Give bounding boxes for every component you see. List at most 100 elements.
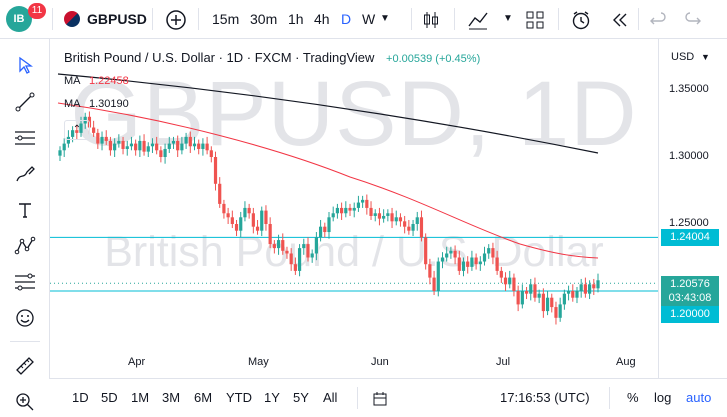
candle-type-icon[interactable] (422, 0, 440, 38)
layout-grid-icon[interactable] (525, 0, 545, 38)
chevron-down-icon[interactable]: ▼ (701, 52, 710, 62)
ruler-icon[interactable] (12, 353, 38, 379)
indicators-icon[interactable] (467, 0, 489, 38)
candle-body (230, 217, 234, 224)
candle-body (432, 277, 436, 291)
range-1d[interactable]: 1D (72, 390, 89, 405)
toolbar-divider (411, 8, 412, 30)
candle-body (272, 244, 276, 249)
percent-toggle[interactable]: % (627, 390, 639, 405)
auto-toggle[interactable]: auto (686, 390, 712, 405)
candle-body (289, 253, 293, 265)
candle-body (415, 217, 419, 224)
candle-body (314, 237, 318, 254)
candle-body (499, 270, 503, 278)
candle-body (495, 257, 499, 271)
undo-icon[interactable] (649, 0, 667, 38)
redo-icon[interactable] (684, 0, 702, 38)
candle-body (100, 136, 104, 144)
candle-body (419, 217, 424, 238)
horizontal-lines-icon[interactable] (12, 125, 38, 151)
candle-body (243, 207, 247, 218)
emoji-icon[interactable] (12, 305, 38, 331)
pattern-icon[interactable] (12, 233, 38, 259)
ma-legend-fast[interactable]: MA 1.22458 (64, 75, 129, 87)
interval-15m[interactable]: 15m (212, 11, 240, 27)
candle-body (121, 140, 125, 149)
candle-body (260, 210, 264, 231)
price-chart[interactable] (50, 39, 658, 378)
alert-clock-icon[interactable] (570, 0, 592, 38)
candle-body (205, 143, 209, 151)
candle-body (146, 146, 150, 152)
candle-body (466, 261, 470, 267)
range-ytd[interactable]: YTD (226, 390, 252, 405)
candle-body (163, 148, 167, 157)
candle-body (537, 293, 541, 298)
candle-body (71, 130, 75, 137)
ma-label: MA (64, 98, 80, 110)
ma-legend-slow[interactable]: MA 1.30190 (64, 98, 129, 110)
fib-icon[interactable] (12, 269, 38, 295)
moving-averages[interactable] (57, 73, 599, 259)
range-all[interactable]: All (323, 390, 338, 405)
brush-icon[interactable] (12, 161, 38, 187)
utc-clock[interactable]: 17:16:53 (UTC) (500, 390, 590, 405)
candle-body (440, 257, 445, 262)
range-3m[interactable]: 3M (162, 390, 181, 405)
chevron-down-icon[interactable]: ▼ (380, 13, 390, 24)
horizontal-lines[interactable] (50, 236, 658, 292)
candle-body (407, 226, 411, 231)
legend-title: British Pound / U.S. Dollar · 1D · FXCM … (64, 50, 375, 65)
range-5y[interactable]: 5Y (293, 390, 309, 405)
time-label: Jun (371, 356, 389, 368)
replay-icon[interactable] (610, 0, 630, 38)
range-5d[interactable]: 5D (101, 390, 118, 405)
chevron-down-icon[interactable]: ▼ (503, 13, 513, 24)
candle-body (184, 136, 188, 144)
text-icon[interactable] (12, 197, 38, 223)
interval-1h[interactable]: 1h (288, 11, 304, 27)
chart-pane[interactable]: Apr May Jun Jul Aug (50, 39, 658, 378)
tradingview-logo[interactable]: IB (6, 6, 32, 32)
price-label: 1.35000 (669, 83, 709, 95)
interval-d[interactable]: D (341, 11, 352, 27)
add-symbol-icon[interactable] (164, 0, 188, 38)
candle-body (188, 136, 192, 147)
goto-date-icon[interactable] (371, 379, 389, 417)
candle-body (79, 123, 83, 133)
log-toggle[interactable]: log (654, 390, 672, 405)
interval-4h[interactable]: 4h (314, 11, 330, 27)
candle-body (587, 284, 592, 294)
candle-body (201, 143, 205, 149)
range-1m[interactable]: 1M (131, 390, 150, 405)
interval-30m[interactable]: 30m (250, 11, 278, 27)
candle-body (247, 207, 251, 214)
price-scale[interactable]: USD ▼ 1.35000 1.30000 1.25000 1.24004 1.… (658, 39, 727, 378)
candle-body (239, 217, 243, 231)
symbol-search-button[interactable]: GBPUSD (87, 11, 147, 27)
cursor-icon[interactable] (12, 52, 38, 78)
candle-body (592, 284, 596, 289)
countdown-tag: 03:43:08 (661, 290, 719, 307)
candle-body (176, 140, 180, 151)
candle-body (428, 264, 432, 278)
collapse-legend-button[interactable]: ⌃ (64, 120, 90, 140)
candle-body (180, 143, 184, 151)
ma-slow-line (57, 73, 599, 154)
zoom-icon[interactable] (12, 389, 38, 415)
interval-w[interactable]: W (362, 11, 376, 27)
last-price-tag: 1.20576 (661, 276, 719, 293)
range-6m[interactable]: 6M (194, 390, 213, 405)
candle-body (75, 130, 79, 133)
candle-body (361, 199, 365, 203)
trend-line-icon[interactable] (12, 89, 38, 115)
currency-label[interactable]: USD (671, 51, 695, 63)
candle-body (218, 183, 222, 204)
ma-value: 1.30190 (88, 98, 129, 110)
ma-label: MA (64, 75, 80, 87)
candle-body (129, 143, 134, 147)
candle-body (335, 207, 340, 214)
range-1y[interactable]: 1Y (264, 390, 280, 405)
candle-body (470, 257, 474, 267)
